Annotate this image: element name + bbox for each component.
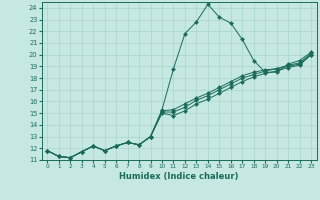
X-axis label: Humidex (Indice chaleur): Humidex (Indice chaleur)	[119, 172, 239, 181]
